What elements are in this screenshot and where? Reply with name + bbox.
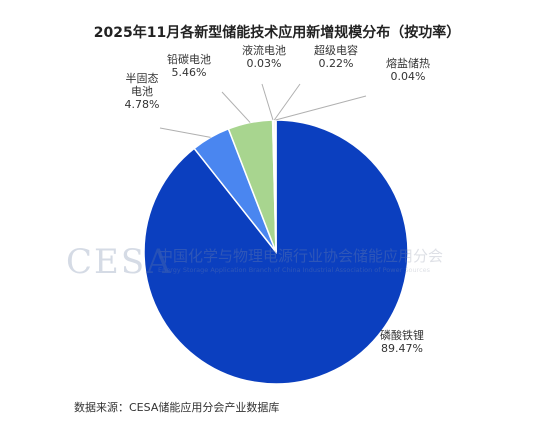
leader-line [273,83,301,121]
slice-name-label: 铅碳电池 [167,52,211,66]
watermark-english: Energy Storage Application Branch of Chi… [158,266,431,274]
slice-value-label: 4.78% [125,98,160,111]
leader-line [261,83,274,121]
watermark-name: 中国化学与物理电源行业协会储能应用分会 [158,247,444,265]
slice-value-label: 0.04% [391,70,426,83]
leader-line [221,91,251,123]
slice-value-label: 5.46% [172,66,207,79]
slice-name-label: 磷酸铁锂 [380,328,424,342]
source-note: 数据来源：CESA储能应用分会产业数据库 [74,401,280,414]
leader-line [159,127,211,138]
slice-name-label: 熔盐储热 [386,56,430,70]
watermark-logo: CESA [66,242,173,282]
slice-name-label: 液流电池 [242,43,286,57]
chart-title: 2025年11月各新型储能技术应用新增规模分布（按功率） [93,25,461,41]
slice-name-label: 半固态 [126,71,159,85]
slice-value-label: 89.47% [381,342,423,355]
slice-value-label: 0.03% [247,57,282,70]
watermark: CESA 中国化学与物理电源行业协会储能应用分会 Energy Storage … [66,242,506,282]
pie-slice [274,119,277,253]
slice-name-label: 电池 [131,85,153,98]
slice-name-label: 超级电容 [314,43,358,57]
slice-value-label: 0.22% [319,57,354,70]
leader-line [275,95,367,121]
